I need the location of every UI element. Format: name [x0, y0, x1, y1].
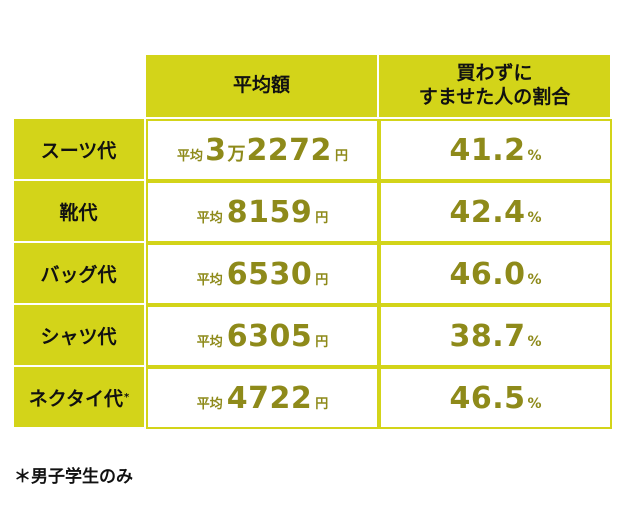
rate-value: 38.7%: [449, 319, 541, 354]
rate-percent-unit: %: [527, 209, 542, 226]
rate-percent-unit: %: [527, 271, 542, 288]
row-label: シャツ代: [14, 305, 146, 367]
footnote: ＊男子学生のみ: [14, 467, 133, 487]
rate-cell: 46.0%: [379, 243, 612, 305]
table-corner: [14, 55, 146, 119]
average-value: 平均3万2272 円: [177, 133, 348, 168]
row-label-text: 靴代: [59, 201, 98, 224]
average-cell: 平均3万2272 円: [146, 119, 379, 181]
row-label-text: バッグ代: [40, 263, 117, 286]
average-yen-unit: 円: [315, 210, 329, 226]
cost-table: 平均額 買わずに すませた人の割合 スーツ代 平均3万2272 円 41.2% 靴…: [14, 55, 612, 437]
rate-value: 42.4%: [449, 195, 541, 230]
average-prefix: 平均: [196, 334, 223, 350]
average-man-unit: 万: [227, 143, 246, 165]
header-rate-line1: 買わずに: [456, 62, 533, 85]
row-label-text: スーツ代: [40, 139, 117, 162]
row-note-mark: *: [124, 391, 130, 403]
rate-number: 46.0: [449, 256, 526, 292]
average-number: 8159: [226, 194, 313, 230]
row-label-text: シャツ代: [40, 325, 117, 348]
average-value: 平均 8159 円: [197, 195, 329, 230]
rate-cell: 46.5%: [379, 367, 612, 429]
rate-value: 46.0%: [449, 257, 541, 292]
rate-cell: 38.7%: [379, 305, 612, 367]
average-yen-unit: 円: [315, 334, 329, 350]
rate-percent-unit: %: [527, 395, 542, 412]
rate-number: 38.7: [449, 318, 526, 354]
rate-number: 46.5: [449, 380, 526, 416]
average-value: 平均 4722 円: [197, 381, 329, 416]
average-cell: 平均 6305 円: [146, 305, 379, 367]
average-yen-unit: 円: [315, 396, 329, 412]
average-number: 4722: [226, 380, 313, 416]
rate-cell: 41.2%: [379, 119, 612, 181]
header-rate-line2: すませた人の割合: [418, 86, 571, 108]
average-yen-unit: 円: [334, 148, 348, 164]
average-value: 平均 6530 円: [197, 257, 329, 292]
row-label: スーツ代: [14, 119, 146, 181]
rate-percent-unit: %: [527, 147, 542, 164]
average-cell: 平均 6530 円: [146, 243, 379, 305]
row-label: ネクタイ代 *: [14, 367, 146, 429]
average-prefix: 平均: [196, 396, 223, 412]
rate-cell: 42.4%: [379, 181, 612, 243]
rate-value: 41.2%: [449, 133, 541, 168]
average-number: 6305: [226, 318, 313, 354]
average-number: 6530: [226, 256, 313, 292]
average-cell: 平均 4722 円: [146, 367, 379, 429]
rate-value: 46.5%: [449, 381, 541, 416]
average-prefix: 平均: [196, 272, 223, 288]
average-number-part1: 3: [205, 132, 227, 168]
average-yen-unit: 円: [315, 272, 329, 288]
average-number: 2272: [246, 132, 332, 168]
row-label-text: ネクタイ代: [28, 387, 123, 410]
header-average: 平均額: [146, 55, 379, 119]
row-label: 靴代: [14, 181, 146, 243]
header-rate: 買わずに すませた人の割合: [379, 55, 612, 119]
average-cell: 平均 8159 円: [146, 181, 379, 243]
rate-number: 42.4: [449, 194, 526, 230]
rate-percent-unit: %: [527, 333, 542, 350]
average-prefix: 平均: [196, 210, 223, 226]
header-average-label: 平均額: [232, 74, 290, 97]
average-prefix: 平均: [177, 148, 204, 164]
rate-number: 41.2: [449, 132, 526, 168]
row-label: バッグ代: [14, 243, 146, 305]
average-value: 平均 6305 円: [197, 319, 329, 354]
